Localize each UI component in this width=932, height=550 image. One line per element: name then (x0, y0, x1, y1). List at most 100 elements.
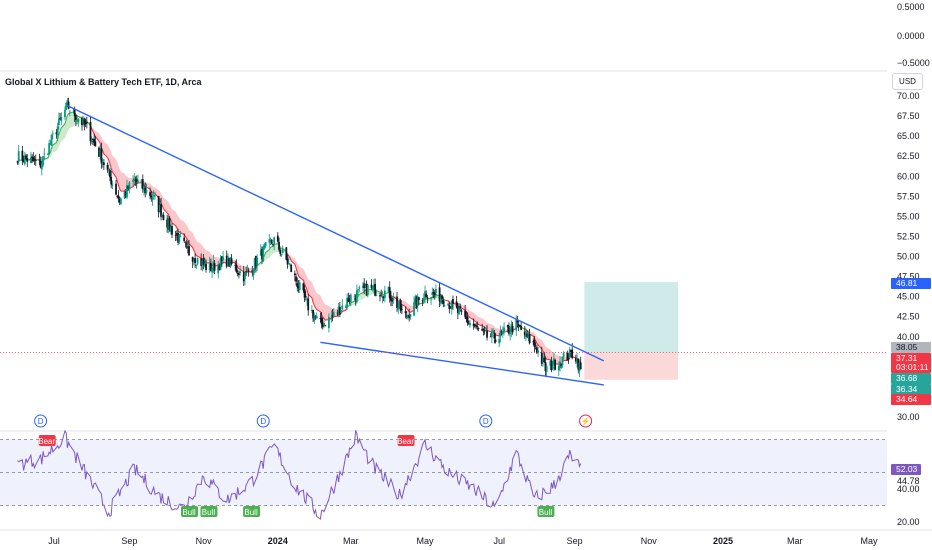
candle-body (169, 226, 172, 232)
candle-body (338, 306, 341, 315)
candle-body (542, 357, 544, 363)
candle-body (525, 331, 527, 338)
candle-body (236, 273, 239, 274)
candle-body (458, 308, 460, 314)
candle-body (68, 110, 71, 112)
candle-body (319, 318, 322, 319)
rsi-tick-label: 44.78 (897, 476, 920, 486)
ema-ribbon-bull (43, 111, 91, 161)
time-tick-label: Nov (196, 536, 213, 546)
candle-body (398, 301, 401, 309)
rsi-pane[interactable]: Bear Bull Bull Bull Bear Bull (0, 429, 887, 520)
price-label-text: 46.81 (896, 278, 918, 288)
candle-body (151, 197, 154, 200)
candle-body (537, 350, 540, 353)
candle-body (276, 235, 279, 242)
candle-body (83, 119, 86, 125)
price-tick-label: 42.50 (897, 312, 920, 322)
candle-body (533, 340, 536, 347)
candle-body (455, 301, 458, 308)
candle-body (559, 361, 561, 369)
price-label-text: 03:01:11 (896, 362, 929, 372)
candle-body (426, 297, 429, 299)
candle-body (472, 323, 475, 327)
candle-body (295, 276, 297, 282)
candle-body (388, 287, 391, 299)
rsi-current-value: 52.03 (896, 464, 918, 474)
candle-body (450, 300, 453, 309)
candle-body (414, 298, 417, 304)
candle-body (168, 218, 171, 230)
candle-body (550, 360, 553, 371)
price-label-text: 36.68 (896, 373, 918, 383)
currency-button[interactable]: USD (892, 73, 923, 90)
candle-body (430, 296, 432, 299)
candle-body (225, 255, 228, 267)
candle-body (290, 265, 293, 272)
candle-body (371, 286, 374, 290)
divergence-label-text: Bull (202, 508, 216, 517)
candle-body (107, 169, 110, 171)
candle-body (570, 350, 572, 352)
candle-body (418, 297, 420, 301)
time-tick-label: 2024 (268, 536, 288, 546)
candle-body (560, 363, 563, 366)
event-marker-label: D (483, 417, 489, 426)
candle-body (98, 147, 100, 157)
bear-divergence-label (38, 435, 56, 446)
time-tick-label: Nov (641, 536, 658, 546)
candle-body (65, 102, 68, 110)
candle-body (544, 361, 547, 371)
price-label-box (891, 278, 931, 289)
candle-body (244, 273, 246, 280)
candle-body (278, 241, 280, 250)
candle-body (416, 296, 419, 306)
candle-body (66, 100, 69, 106)
candle-body (42, 156, 44, 166)
candle-body (242, 272, 245, 282)
candle-body (205, 263, 207, 270)
candle-body (99, 150, 102, 157)
ema-ribbon-bear (90, 125, 258, 273)
candle-body (452, 298, 454, 304)
price-label-box (891, 353, 931, 364)
candle-body (203, 263, 206, 267)
candle-body (438, 287, 441, 302)
candle-body (549, 361, 552, 366)
candle-body (191, 256, 194, 262)
candle-body (296, 283, 299, 288)
price-pane[interactable]: D D D ⚡ (0, 97, 887, 428)
candle-body (253, 257, 256, 270)
stop-zone (584, 352, 679, 380)
candle-body (101, 161, 104, 165)
candle-body (49, 143, 52, 145)
ema-ribbon-bear (287, 253, 348, 321)
time-tick-label: May (416, 536, 434, 546)
candle-body (523, 331, 526, 336)
time-tick-label: Mar (343, 536, 359, 546)
candle-body (228, 258, 231, 267)
candle-body (484, 330, 487, 332)
candle-body (38, 159, 41, 161)
candle-body (34, 160, 37, 161)
candle-body (481, 328, 484, 331)
indicator-top-tick: 0.0000 (897, 31, 925, 41)
candle-body (579, 362, 582, 370)
candle-body (60, 116, 63, 122)
price-label-text: 34.64 (896, 394, 918, 404)
candle-body (154, 195, 156, 197)
candle-body (239, 271, 242, 274)
price-tick-label: 57.50 (897, 191, 920, 201)
bull-divergence-label (200, 506, 218, 517)
candle-body (17, 151, 20, 162)
candle-body (303, 288, 306, 298)
candle-body (264, 242, 267, 247)
candle-body (186, 246, 189, 248)
candle-body (247, 270, 250, 272)
candle-body (109, 170, 111, 178)
candle-body (218, 264, 221, 271)
candle-body (90, 140, 93, 143)
candle-body (433, 292, 436, 296)
candle-body (235, 264, 238, 273)
rsi-current-box (891, 464, 921, 475)
